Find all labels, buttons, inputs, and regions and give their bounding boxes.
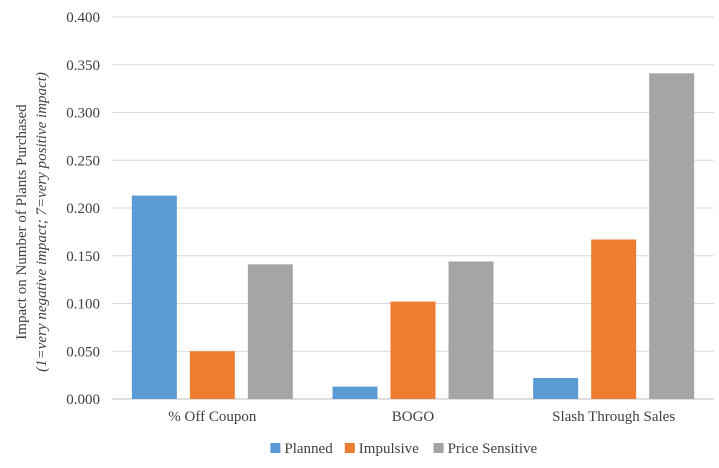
legend: Planned Impulsive Price Sensitive [270, 441, 538, 457]
bar-price-sensitive-1 [448, 261, 494, 399]
y-axis-ticks: 0.000 0.050 0.100 0.150 0.200 0.250 0.300 0.350… [66, 10, 100, 408]
y-tick-label: 0.300 [66, 106, 100, 122]
bar-impulsive-1 [390, 301, 436, 399]
y-tick-label: 0.400 [66, 10, 100, 26]
bar-impulsive-2 [591, 239, 637, 399]
legend-swatch [344, 443, 355, 453]
legend-label: Planned [284, 441, 333, 457]
y-tick-label: 0.150 [66, 249, 100, 265]
legend-swatch [433, 443, 444, 453]
x-category-label: % Off Coupon [168, 409, 257, 425]
x-category-label: Slash Through Sales [552, 409, 675, 425]
legend-swatch [270, 443, 281, 453]
bar-planned-0 [131, 195, 177, 399]
y-tick-label: 0.350 [66, 58, 100, 74]
y-tick-label: 0.050 [66, 344, 100, 360]
y-axis-title: Impact on Number of Plants Purchased (1=… [14, 72, 50, 372]
bar-planned-1 [332, 386, 378, 399]
y-tick-label: 0.200 [66, 201, 100, 217]
y-axis-sublabel: (1=very negative impact; 7=very positive… [34, 72, 50, 372]
bar-price-sensitive-2 [649, 73, 695, 399]
y-tick-label: 0.250 [66, 153, 100, 169]
legend-label: Price Sensitive [448, 441, 538, 457]
bar-price-sensitive-0 [247, 264, 293, 399]
bar-impulsive-0 [189, 351, 235, 399]
x-axis-labels: % Off Coupon BOGO Slash Through Sales [168, 409, 675, 425]
y-tick-label: 0.000 [66, 392, 100, 408]
y-axis-label: Impact on Number of Plants Purchased [14, 104, 30, 340]
legend-label: Impulsive [359, 441, 419, 457]
bars [131, 73, 695, 399]
x-category-label: BOGO [392, 409, 435, 425]
bar-planned-2 [533, 377, 579, 399]
y-tick-label: 0.100 [66, 297, 100, 313]
